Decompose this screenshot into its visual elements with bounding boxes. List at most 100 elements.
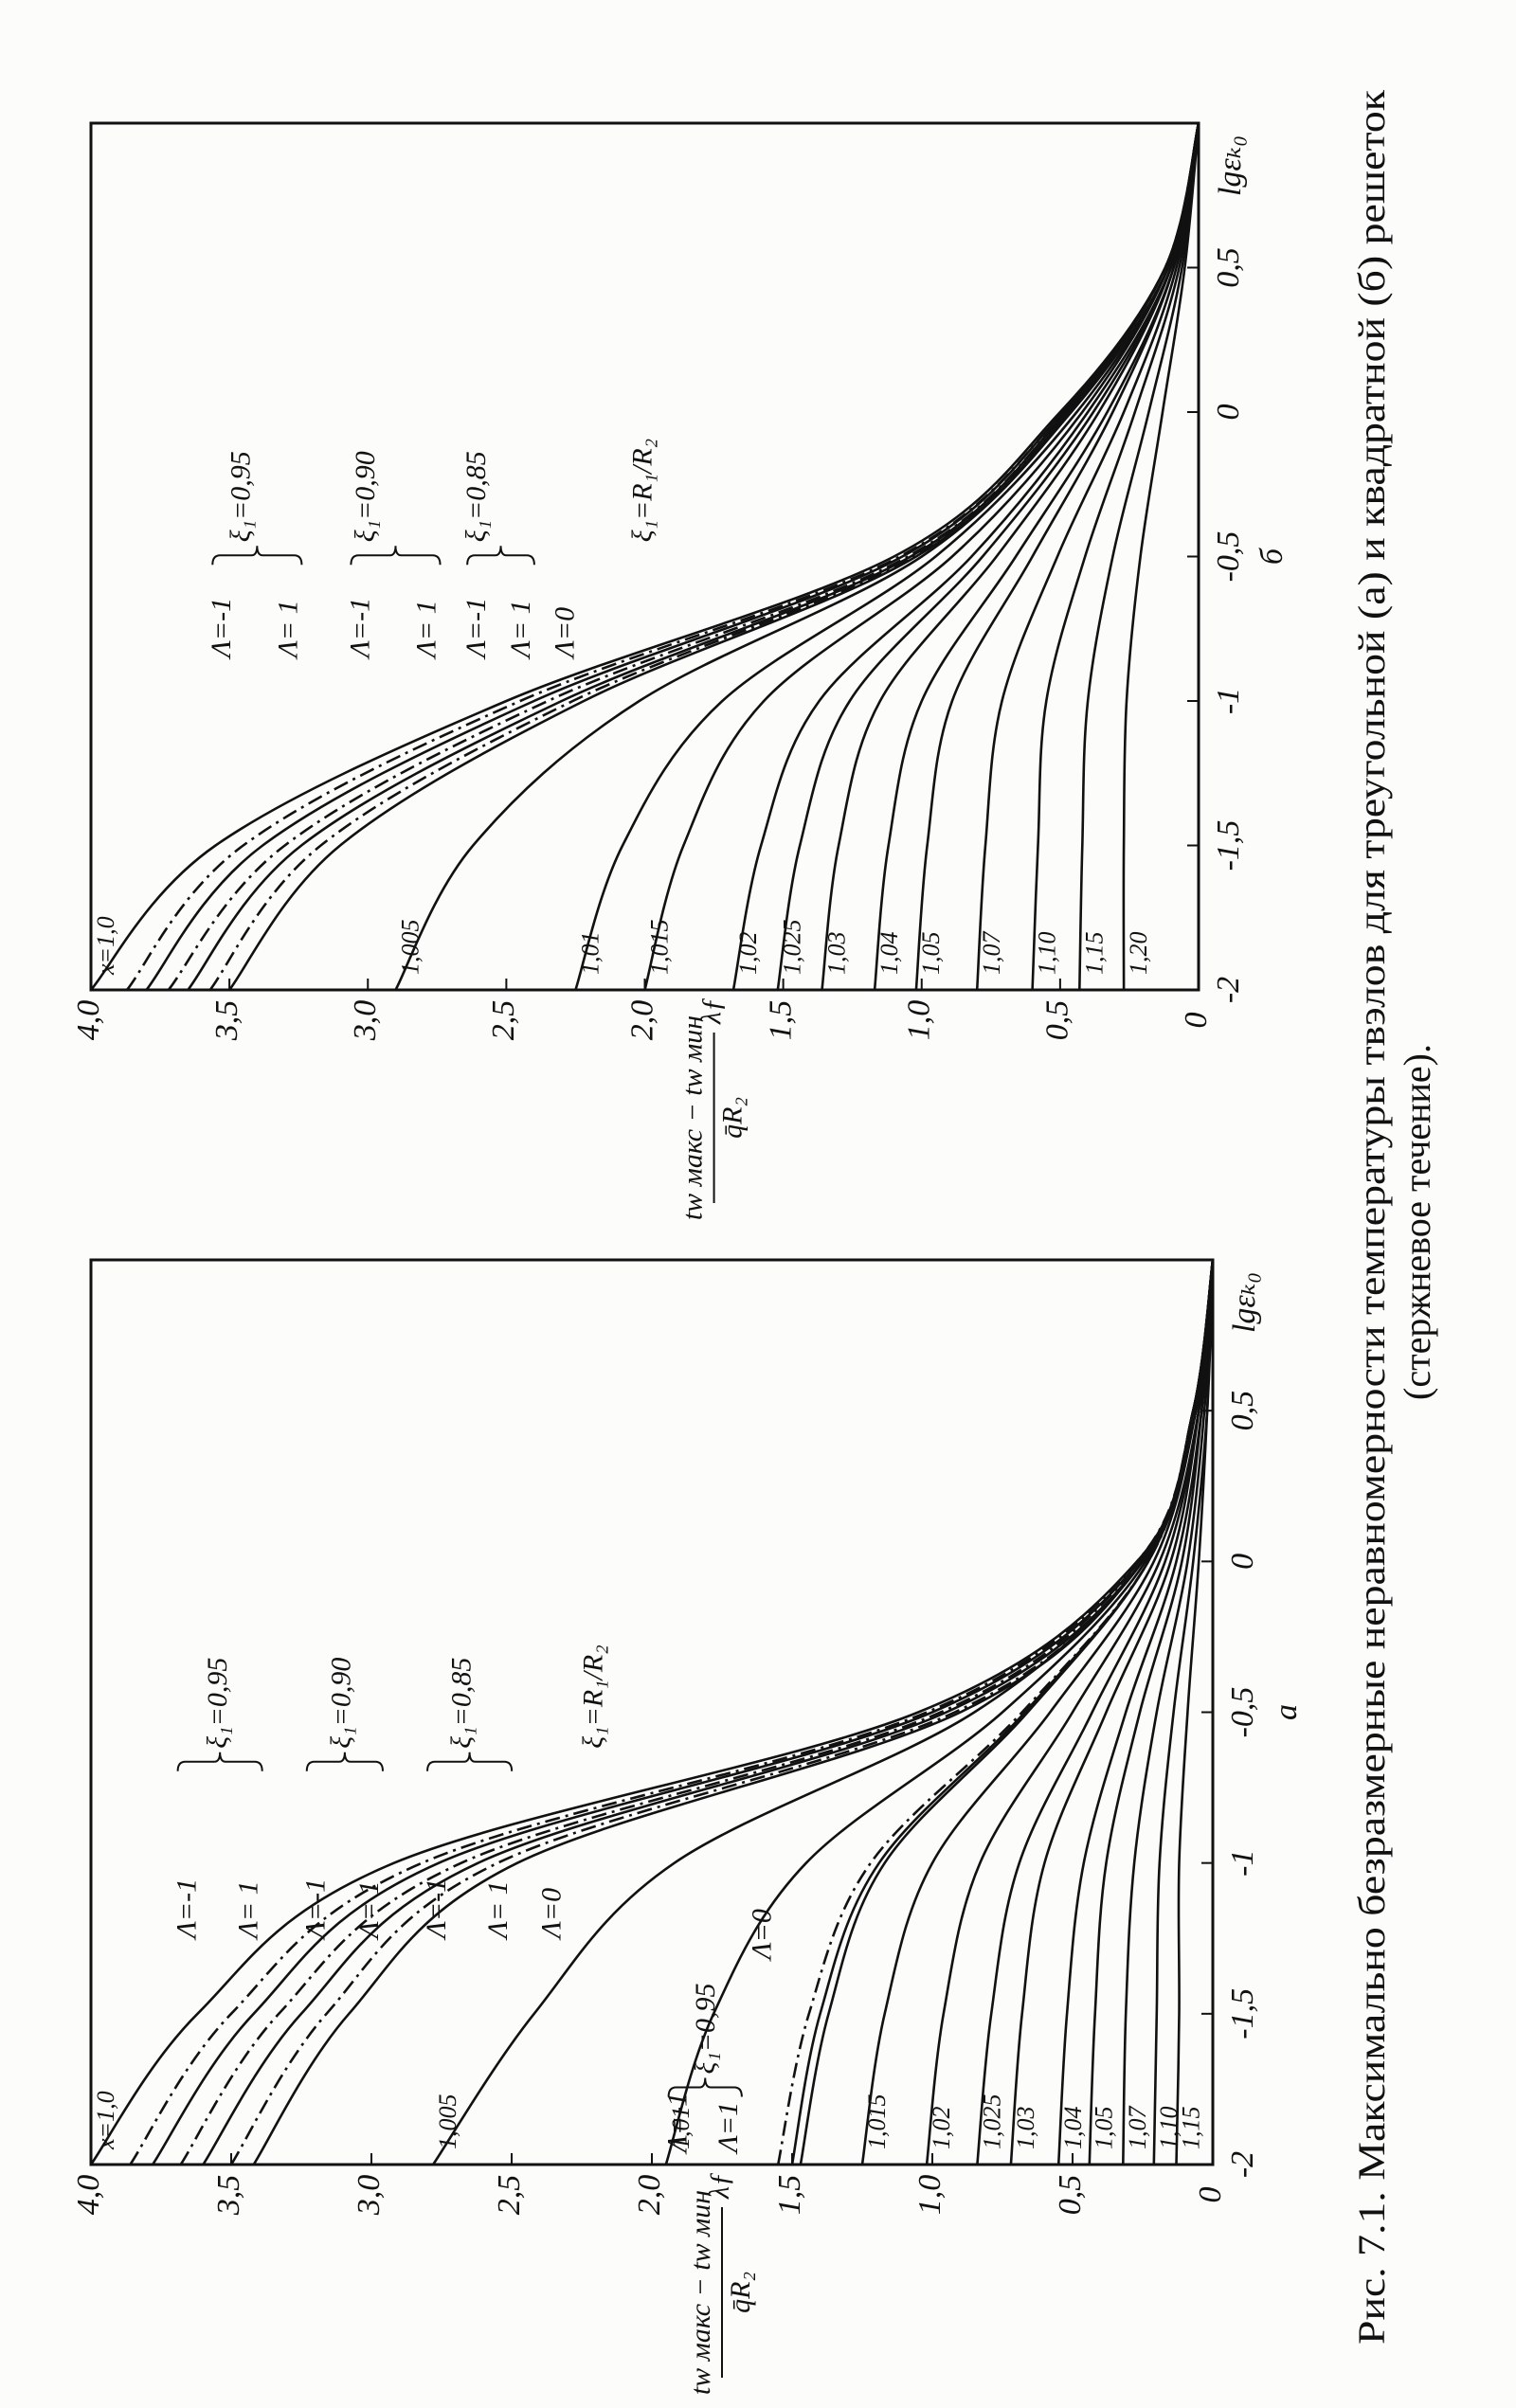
curve-label: x=1,0 — [92, 916, 119, 976]
curve — [821, 122, 1200, 991]
curve-label: 1,20 — [1125, 932, 1152, 976]
curve-label: 1,01 — [667, 2107, 695, 2150]
y-tick-label: 2,0 — [632, 2175, 667, 2216]
y-tick-label: 3,0 — [348, 1000, 383, 1042]
curve — [925, 1259, 1215, 2165]
y-axis-label: tw макс − tw мин — [685, 2190, 716, 2395]
curve — [187, 122, 1200, 991]
x-tick-label: -1 — [1225, 1850, 1260, 1877]
curve — [1031, 122, 1200, 991]
annotation: ξ₁=0,85 — [460, 451, 492, 542]
y-tick-label: 3,5 — [209, 1000, 244, 1042]
annotation: Λ= 1 — [353, 1880, 385, 1941]
brace — [176, 1752, 263, 1771]
y-tick-label: 0,5 — [1053, 2175, 1088, 2216]
annotation: ξ₁=0,90 — [325, 1658, 356, 1749]
annotation: ξ₁=0,95 — [202, 1658, 233, 1749]
annotation: Λ= 1 — [482, 1880, 514, 1941]
curve — [152, 1259, 1215, 2165]
x-tick-label: -0,5 — [1211, 531, 1246, 583]
curve-label: 1,07 — [978, 931, 1005, 976]
curve — [252, 1259, 1215, 2165]
y-tick-label: 3,0 — [352, 2175, 387, 2217]
annotation: Λ=-1 — [421, 1878, 452, 1941]
x-axis-label: lgεₖ₀ — [1213, 135, 1248, 196]
curve — [1122, 1259, 1215, 2165]
y-tick-label: 1,0 — [912, 2175, 948, 2216]
x-tick-label: -2 — [1225, 2151, 1260, 2178]
y-axis-label: λƒ — [695, 997, 727, 1025]
curve-label: 1,07 — [1124, 2106, 1151, 2150]
brace — [667, 2077, 743, 2097]
annotation: Λ=-1 — [171, 1878, 202, 1941]
panel-label: б — [1254, 547, 1290, 565]
annotation: ξ₁=R₁/R₂ — [578, 1644, 609, 1748]
curve-label: 1,015 — [863, 2094, 891, 2150]
curve — [914, 122, 1200, 991]
curve — [1056, 1259, 1215, 2165]
curve-label: 1,005 — [396, 920, 424, 976]
curve-label: 1,005 — [434, 2094, 461, 2150]
curve — [776, 1259, 1215, 2165]
x-axis-label: lgεₖ₀ — [1227, 1272, 1262, 1333]
curve-label: 1,03 — [823, 932, 851, 976]
x-tick-label: -0,5 — [1225, 1687, 1260, 1738]
annotation: Λ=0 — [550, 607, 581, 660]
curve-label: 1,01 — [576, 932, 604, 976]
curve-label: 1,025 — [978, 2094, 1005, 2150]
y-tick-label: 4,0 — [71, 1000, 106, 1041]
brace — [211, 546, 303, 566]
curve-label: 1,025 — [779, 920, 806, 976]
annotation: Λ= 1 — [233, 1880, 264, 1941]
y-axis-label: tw макс − tw мин — [677, 1015, 708, 1220]
brace — [350, 546, 442, 566]
annotation: Λ=-1 — [206, 598, 237, 660]
curve-label: 1,05 — [917, 932, 945, 976]
annotation: ξ₁=0,95 — [690, 1983, 721, 2074]
x-tick-label: -1 — [1211, 688, 1246, 714]
y-tick-label: 4,0 — [71, 2175, 106, 2216]
annotation: Λ=0 — [535, 1888, 567, 1941]
y-tick-label: 2,5 — [486, 1000, 521, 1041]
brace — [305, 1752, 384, 1771]
y-axis-label: q̄R₂ — [716, 1097, 748, 1139]
x-tick-label: -1,5 — [1225, 1988, 1260, 2040]
chart: -2 -1,5 -1 -0,5 0 0,5 0 0,5 1,0 1,5 2,0 2,5 3,0 3,5 4,… — [71, 1258, 1304, 2395]
annotation: Λ= 1 — [272, 600, 303, 660]
curve-label: 1,015 — [645, 920, 673, 976]
curve-label: 1,15 — [1080, 932, 1108, 976]
annotation: Λ= 1 — [410, 600, 442, 660]
annotation: Λ=-1 — [300, 1878, 332, 1941]
plot-frame — [89, 1258, 1215, 2166]
y-tick-label: 1,5 — [763, 1000, 798, 1041]
y-tick-label: 3,5 — [211, 2175, 246, 2217]
brace — [466, 546, 535, 566]
y-tick-label: 2,0 — [624, 1000, 659, 1041]
curve — [228, 122, 1200, 991]
y-tick-label: 1,5 — [772, 2175, 807, 2216]
x-tick-label: 0 — [1225, 1554, 1260, 1570]
y-tick-label: 2,5 — [492, 2175, 527, 2216]
annotation: Λ=-1 — [344, 598, 375, 660]
panel-label: а — [1269, 1704, 1304, 1720]
brace — [426, 1752, 514, 1771]
curve-label: 1,02 — [928, 2107, 955, 2150]
y-tick-label: 1,0 — [902, 1000, 937, 1041]
annotation: ξ₁=0,95 — [226, 451, 257, 542]
annotation: Λ= 1 — [505, 600, 536, 660]
curve — [432, 1259, 1215, 2165]
curve-label: 1,03 — [1012, 2107, 1039, 2150]
curve — [799, 1259, 1215, 2165]
curve-label: x=1,0 — [92, 2091, 119, 2150]
caption: Рис. 7.1. Максимально безразмерные нерав… — [1350, 89, 1393, 2345]
curve — [975, 122, 1200, 991]
x-tick-label: 0,5 — [1225, 1391, 1260, 1431]
y-axis-label: λƒ — [704, 2172, 735, 2200]
curve — [860, 1259, 1215, 2165]
caption: (стержневое течение). — [1396, 1044, 1438, 1400]
curve — [643, 122, 1200, 991]
x-tick-label: -2 — [1211, 977, 1246, 1003]
curve — [776, 122, 1200, 991]
